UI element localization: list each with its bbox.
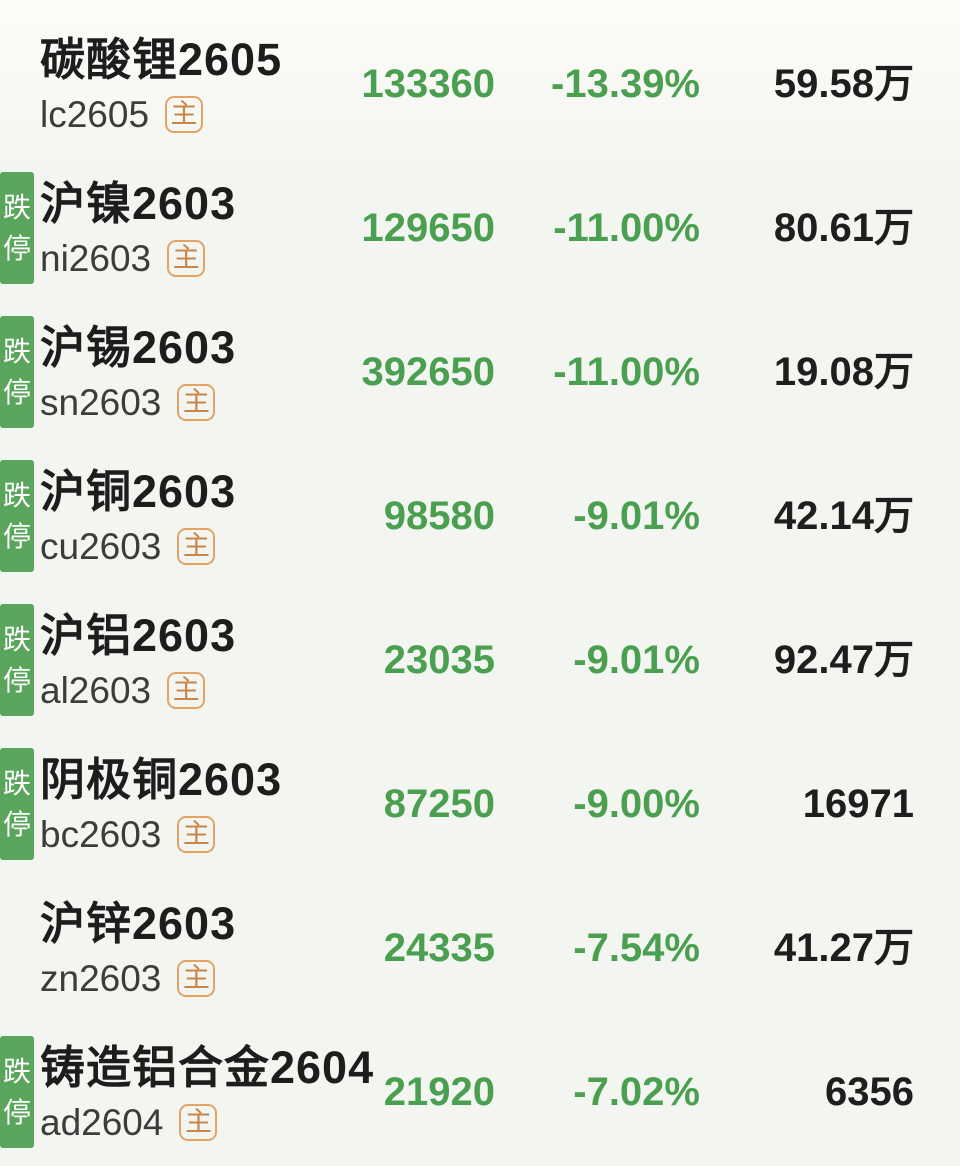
limit-down-badge: 跌停 — [0, 748, 34, 860]
change-percent: -13.39% — [551, 62, 700, 106]
change-percent: -11.00% — [553, 206, 700, 250]
contract-name: 阴极铜2603 — [40, 754, 283, 806]
contract-subline: ni2603 主 — [40, 237, 325, 279]
volume: 92.47万 — [773, 638, 914, 682]
contract-code: al2603 — [40, 669, 152, 711]
main-contract-badge: 主 — [167, 239, 206, 277]
last-price: 392650 — [361, 350, 495, 394]
table-row[interactable]: 跌停 沪锡2603 sn2603 主 392650 -11.00% 19.08万 — [0, 300, 960, 444]
contract-name: 沪铜2603 — [40, 466, 237, 518]
contract-code: lc2605 — [40, 93, 150, 135]
contract-name-column: 沪镍2603 ni2603 主 — [40, 179, 325, 277]
change-percent: -7.54% — [573, 926, 700, 970]
table-row[interactable]: 跌停 沪铝2603 al2603 主 23035 -9.01% 92.47万 — [0, 588, 960, 732]
contract-name-column: 沪铜2603 cu2603 主 — [40, 467, 325, 565]
contract-subline: cu2603 主 — [40, 525, 325, 567]
table-row[interactable]: 跌停 沪铜2603 cu2603 主 98580 -9.01% 42.14万 — [0, 444, 960, 588]
last-price: 133360 — [361, 62, 495, 106]
main-contract-badge: 主 — [165, 95, 204, 133]
contract-name: 沪镍2603 — [40, 178, 237, 230]
volume: 80.61万 — [773, 206, 914, 250]
limit-down-badge: 跌停 — [0, 316, 34, 428]
volume: 41.27万 — [773, 926, 914, 970]
main-contract-badge: 主 — [177, 959, 216, 997]
table-row[interactable]: 跌停 沪镍2603 ni2603 主 129650 -11.00% 80.61万 — [0, 156, 960, 300]
contract-name: 沪锡2603 — [40, 322, 237, 374]
contract-code: sn2603 — [40, 381, 162, 423]
main-contract-badge: 主 — [167, 671, 206, 709]
contract-name: 沪铝2603 — [40, 610, 237, 662]
contract-subline: bc2603 主 — [40, 813, 325, 855]
table-row[interactable]: 跌停 阴极铜2603 bc2603 主 87250 -9.00% 16971 — [0, 732, 960, 876]
main-contract-badge: 主 — [177, 815, 216, 853]
volume: 59.58万 — [773, 62, 914, 106]
contract-name: 铸造铝合金2604 — [40, 1042, 375, 1094]
last-price: 23035 — [383, 638, 495, 682]
last-price: 87250 — [383, 782, 495, 826]
limit-down-badge: 跌停 — [0, 604, 34, 716]
last-price: 21920 — [383, 1070, 495, 1114]
last-price: 24335 — [383, 926, 495, 970]
contract-code: ad2604 — [40, 1101, 164, 1143]
main-contract-badge: 主 — [177, 527, 216, 565]
contract-name-column: 铸造铝合金2604 ad2604 主 — [40, 1042, 375, 1143]
change-percent: -9.01% — [573, 494, 700, 538]
table-row[interactable]: 碳酸锂2605 lc2605 主 133360 -13.39% 59.58万 — [0, 12, 960, 156]
contract-code: bc2603 — [40, 813, 162, 855]
contract-code: zn2603 — [40, 957, 162, 999]
contract-name-column: 沪锡2603 sn2603 主 — [40, 323, 325, 421]
contract-name: 沪锌2603 — [40, 898, 237, 950]
contract-subline: ad2604 主 — [40, 1101, 325, 1143]
contract-subline: zn2603 主 — [40, 957, 325, 999]
table-row[interactable]: 沪锌2603 zn2603 主 24335 -7.54% 41.27万 — [0, 876, 960, 1020]
contract-code: cu2603 — [40, 525, 162, 567]
contract-name: 碳酸锂2605 — [40, 34, 283, 86]
contract-subline: al2603 主 — [40, 669, 325, 711]
contract-code: ni2603 — [40, 237, 152, 279]
change-percent: -9.00% — [573, 782, 700, 826]
main-contract-badge: 主 — [177, 383, 216, 421]
limit-down-badge: 跌停 — [0, 1036, 34, 1148]
contract-name-column: 阴极铜2603 bc2603 主 — [40, 755, 325, 853]
change-percent: -11.00% — [553, 350, 700, 394]
contract-subline: sn2603 主 — [40, 381, 325, 423]
contract-name-column: 碳酸锂2605 lc2605 主 — [40, 35, 325, 133]
change-percent: -9.01% — [573, 638, 700, 682]
main-contract-badge: 主 — [179, 1103, 218, 1141]
watchlist-rows: 碳酸锂2605 lc2605 主 133360 -13.39% 59.58万 跌… — [0, 12, 960, 1164]
change-percent: -7.02% — [573, 1070, 700, 1114]
contract-name-column: 沪铝2603 al2603 主 — [40, 611, 325, 709]
volume: 19.08万 — [773, 350, 914, 394]
limit-down-badge: 跌停 — [0, 460, 34, 572]
contract-name-column: 沪锌2603 zn2603 主 — [40, 899, 325, 997]
limit-down-badge: 跌停 — [0, 172, 34, 284]
volume: 42.14万 — [773, 494, 914, 538]
last-price: 129650 — [361, 206, 495, 250]
contract-subline: lc2605 主 — [40, 93, 325, 135]
table-row[interactable]: 跌停 铸造铝合金2604 ad2604 主 21920 -7.02% 6356 — [0, 1020, 960, 1164]
volume: 6356 — [825, 1070, 914, 1114]
volume: 16971 — [802, 782, 914, 826]
last-price: 98580 — [383, 494, 495, 538]
